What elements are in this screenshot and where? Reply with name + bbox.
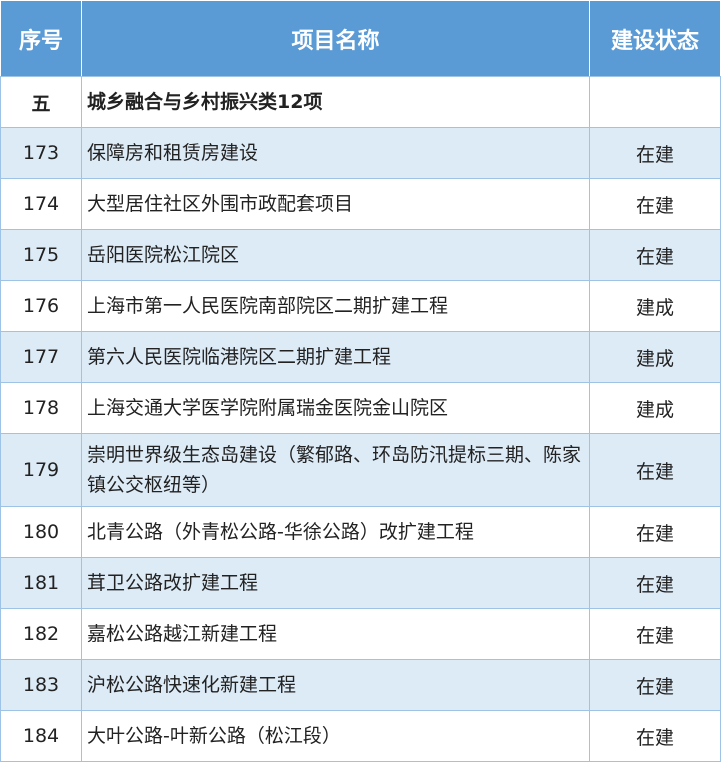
table-row: 181 茸卫公路改扩建工程 在建 bbox=[0, 557, 721, 609]
table-row: 174 大型居住社区外围市政配套项目 在建 bbox=[0, 178, 721, 230]
row-no: 180 bbox=[0, 506, 82, 558]
row-no: 183 bbox=[0, 659, 82, 711]
row-status: 建成 bbox=[589, 280, 721, 332]
table-row: 180 北青公路（外青松公路-华徐公路）改扩建工程 在建 bbox=[0, 506, 721, 558]
section-name: 城乡融合与乡村振兴类12项 bbox=[81, 76, 590, 128]
row-no: 178 bbox=[0, 382, 82, 434]
table-row: 177 第六人民医院临港院区二期扩建工程 建成 bbox=[0, 331, 721, 383]
header-name: 项目名称 bbox=[81, 0, 590, 77]
row-status: 在建 bbox=[589, 608, 721, 660]
row-status: 在建 bbox=[589, 659, 721, 711]
row-status: 建成 bbox=[589, 331, 721, 383]
row-name: 上海市第一人民医院南部院区二期扩建工程 bbox=[81, 280, 590, 332]
row-status: 在建 bbox=[589, 557, 721, 609]
row-status: 在建 bbox=[589, 710, 721, 762]
row-no: 175 bbox=[0, 229, 82, 281]
table-row: 184 大叶公路-叶新公路（松江段） 在建 bbox=[0, 710, 721, 762]
row-status: 在建 bbox=[589, 127, 721, 179]
row-status: 在建 bbox=[589, 433, 721, 507]
row-name: 大型居住社区外围市政配套项目 bbox=[81, 178, 590, 230]
row-name: 保障房和租赁房建设 bbox=[81, 127, 590, 179]
row-no: 174 bbox=[0, 178, 82, 230]
row-name: 沪松公路快速化新建工程 bbox=[81, 659, 590, 711]
row-no: 173 bbox=[0, 127, 82, 179]
row-no: 179 bbox=[0, 433, 82, 507]
row-name: 大叶公路-叶新公路（松江段） bbox=[81, 710, 590, 762]
row-name: 茸卫公路改扩建工程 bbox=[81, 557, 590, 609]
table-row: 182 嘉松公路越江新建工程 在建 bbox=[0, 608, 721, 660]
row-name: 嘉松公路越江新建工程 bbox=[81, 608, 590, 660]
row-status: 建成 bbox=[589, 382, 721, 434]
table-row: 173 保障房和租赁房建设 在建 bbox=[0, 127, 721, 179]
row-name: 崇明世界级生态岛建设（繁郁路、环岛防汛提标三期、陈家镇公交枢纽等） bbox=[81, 433, 590, 507]
row-status: 在建 bbox=[589, 506, 721, 558]
section-status bbox=[589, 76, 721, 128]
header-no: 序号 bbox=[0, 0, 82, 77]
row-no: 181 bbox=[0, 557, 82, 609]
row-name: 上海交通大学医学院附属瑞金医院金山院区 bbox=[81, 382, 590, 434]
table-row: 178 上海交通大学医学院附属瑞金医院金山院区 建成 bbox=[0, 382, 721, 434]
row-name: 第六人民医院临港院区二期扩建工程 bbox=[81, 331, 590, 383]
row-name: 岳阳医院松江院区 bbox=[81, 229, 590, 281]
table-row: 183 沪松公路快速化新建工程 在建 bbox=[0, 659, 721, 711]
table-row: 179 崇明世界级生态岛建设（繁郁路、环岛防汛提标三期、陈家镇公交枢纽等） 在建 bbox=[0, 433, 721, 507]
table-row: 176 上海市第一人民医院南部院区二期扩建工程 建成 bbox=[0, 280, 721, 332]
row-no: 176 bbox=[0, 280, 82, 332]
row-no: 177 bbox=[0, 331, 82, 383]
table-row: 175 岳阳医院松江院区 在建 bbox=[0, 229, 721, 281]
row-no: 182 bbox=[0, 608, 82, 660]
header-status: 建设状态 bbox=[589, 0, 721, 77]
section-no: 五 bbox=[0, 76, 82, 128]
section-row: 五 城乡融合与乡村振兴类12项 bbox=[0, 76, 721, 128]
row-status: 在建 bbox=[589, 229, 721, 281]
header-row: 序号 项目名称 建设状态 bbox=[0, 0, 721, 77]
row-name: 北青公路（外青松公路-华徐公路）改扩建工程 bbox=[81, 506, 590, 558]
row-no: 184 bbox=[0, 710, 82, 762]
row-status: 在建 bbox=[589, 178, 721, 230]
